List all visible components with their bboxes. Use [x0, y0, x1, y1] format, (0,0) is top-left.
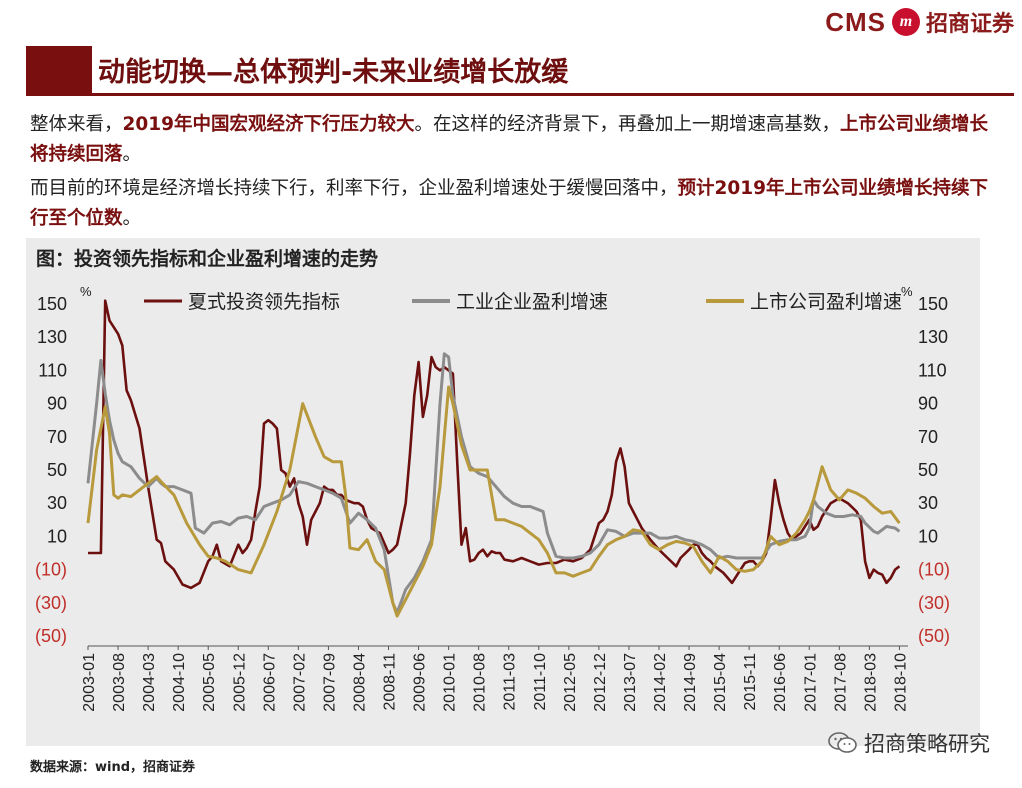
para1-highlight-2: 上市公司业绩增长将持续回落	[30, 114, 989, 165]
logo-cms-text: CMS	[825, 6, 886, 37]
y-tick-label-right: 50	[918, 460, 938, 480]
x-tick-label: 2018-10	[892, 653, 909, 712]
y-tick-label-right: (10)	[918, 560, 950, 580]
y-tick-label-left: 10	[47, 526, 67, 546]
chart-panel: 图：投资领先指标和企业盈利增速的走势 (50) (50) (30) (30) (10)(…	[26, 238, 980, 746]
x-tick-label: 2008-11	[382, 653, 399, 711]
x-tick-label: 2011-10	[532, 653, 549, 711]
para2-text-a: 而目前的环境是经济增长持续下行，利率下行，企业盈利增速处于缓慢回落中，	[30, 178, 678, 199]
y-tick-label-left: 70	[47, 427, 67, 447]
slide-header: 动能切换—总体预判-未来业绩增长放缓	[26, 46, 1014, 96]
x-tick-label: 2016-06	[772, 653, 789, 712]
x-tick-label: 2018-03	[862, 653, 879, 712]
logo-mark-icon: m	[891, 8, 920, 36]
y-tick-label-right: (50)	[918, 626, 950, 646]
series-line-2	[86, 352, 901, 615]
y-tick-label-left: (30)	[35, 593, 67, 613]
para1-text-c: 。在这样的经济背景下，再叠加上一期增速高基数，	[414, 114, 841, 135]
x-tick-label: 2003-01	[81, 653, 98, 712]
x-tick-label: 2015-04	[712, 653, 729, 712]
y-tick-label-right: 30	[918, 493, 938, 513]
header-underline	[92, 93, 1014, 96]
para1-text-e: 。	[122, 144, 142, 165]
x-tick-label: 2013-07	[622, 653, 639, 712]
line-chart: (50) (50) (30) (30) (10) (10) 10 10 30 30 50 50 70 70…	[35, 284, 950, 712]
x-tick-label: 2009-06	[412, 653, 429, 712]
y-tick-label-right: 150	[918, 294, 948, 314]
series-line-3	[86, 385, 901, 618]
legend-label-3: 上市公司盈利增速	[750, 291, 902, 313]
x-tick-label: 2012-05	[562, 653, 579, 712]
x-tick-label: 2011-03	[502, 653, 519, 711]
y-unit-right: %	[901, 284, 913, 299]
y-tick-label-right: (30)	[918, 593, 950, 613]
y-tick-label-left: 50	[47, 460, 67, 480]
x-tick-label: 2006-07	[261, 653, 278, 712]
x-tick-label: 2017-08	[832, 653, 849, 712]
x-tick-label: 2015-11	[742, 653, 759, 711]
chart-title: 图：投资领先指标和企业盈利增速的走势	[36, 248, 379, 270]
x-tick-label: 2012-12	[592, 653, 609, 712]
logo-cn-text: 招商证券	[925, 11, 1014, 37]
y-tick-label-left: 30	[47, 493, 67, 513]
y-tick-label-right: 110	[918, 360, 947, 380]
slide-title: 动能切换—总体预判-未来业绩增长放缓	[98, 57, 569, 88]
para2-highlight: 预计2019年上市公司业绩增长持续下行至个位数	[30, 178, 989, 229]
x-tick-label: 2007-02	[291, 653, 308, 712]
x-tick-label: 2005-12	[231, 653, 248, 712]
y-tick-label-left: 110	[38, 360, 67, 380]
series-line-1	[88, 299, 901, 590]
y-tick-label-left: (10)	[35, 560, 67, 580]
x-tick-label: 2008-04	[351, 653, 368, 712]
x-tick-label: 2010-08	[472, 653, 489, 712]
y-unit-left: %	[80, 284, 92, 299]
legend-label-1: 夏式投资领先指标	[188, 291, 340, 313]
y-tick-label-right: 90	[918, 394, 938, 414]
x-tick-label: 2005-05	[201, 653, 218, 712]
x-tick-label: 2014-09	[682, 653, 699, 712]
para2-text-c: 。	[122, 208, 142, 229]
wechat-icon	[828, 732, 857, 753]
y-tick-label-right: 70	[918, 427, 938, 447]
paragraph-2: 而目前的环境是经济增长持续下行，利率下行，企业盈利增速处于缓慢回落中，预计201…	[30, 174, 990, 234]
paragraph-1: 整体来看，2019年中国宏观经济下行压力较大。在这样的经济背景下，再叠加上一期增…	[30, 110, 990, 170]
header-accent-block	[26, 46, 92, 96]
x-tick-label: 2014-02	[652, 653, 669, 712]
data-source: 数据来源：wind，招商证券	[30, 760, 196, 775]
y-tick-label-left: 150	[37, 294, 67, 314]
x-tick-label: 2004-10	[171, 653, 188, 712]
company-logo: CMS m 招商证券	[825, 6, 1014, 38]
x-tick-label: 2017-01	[802, 653, 819, 712]
para1-highlight-1: 2019年中国宏观经济下行压力较大	[122, 114, 415, 135]
y-tick-label-left: 90	[47, 394, 67, 414]
x-tick-label: 2004-03	[141, 653, 158, 712]
y-tick-label-right: 130	[918, 327, 948, 347]
legend-label-2: 工业企业盈利增速	[456, 291, 608, 313]
para1-text-a: 整体来看，	[30, 114, 123, 135]
y-tick-label-left: 130	[37, 327, 67, 347]
watermark-text: 招商策略研究	[864, 732, 990, 756]
y-tick-label-left: (50)	[35, 626, 67, 646]
x-tick-label: 2003-08	[111, 653, 128, 712]
y-tick-label-right: 10	[918, 526, 938, 546]
x-tick-label: 2010-01	[442, 653, 459, 712]
wechat-watermark: 招商策略研究	[828, 728, 990, 758]
x-tick-label: 2007-09	[321, 653, 338, 712]
